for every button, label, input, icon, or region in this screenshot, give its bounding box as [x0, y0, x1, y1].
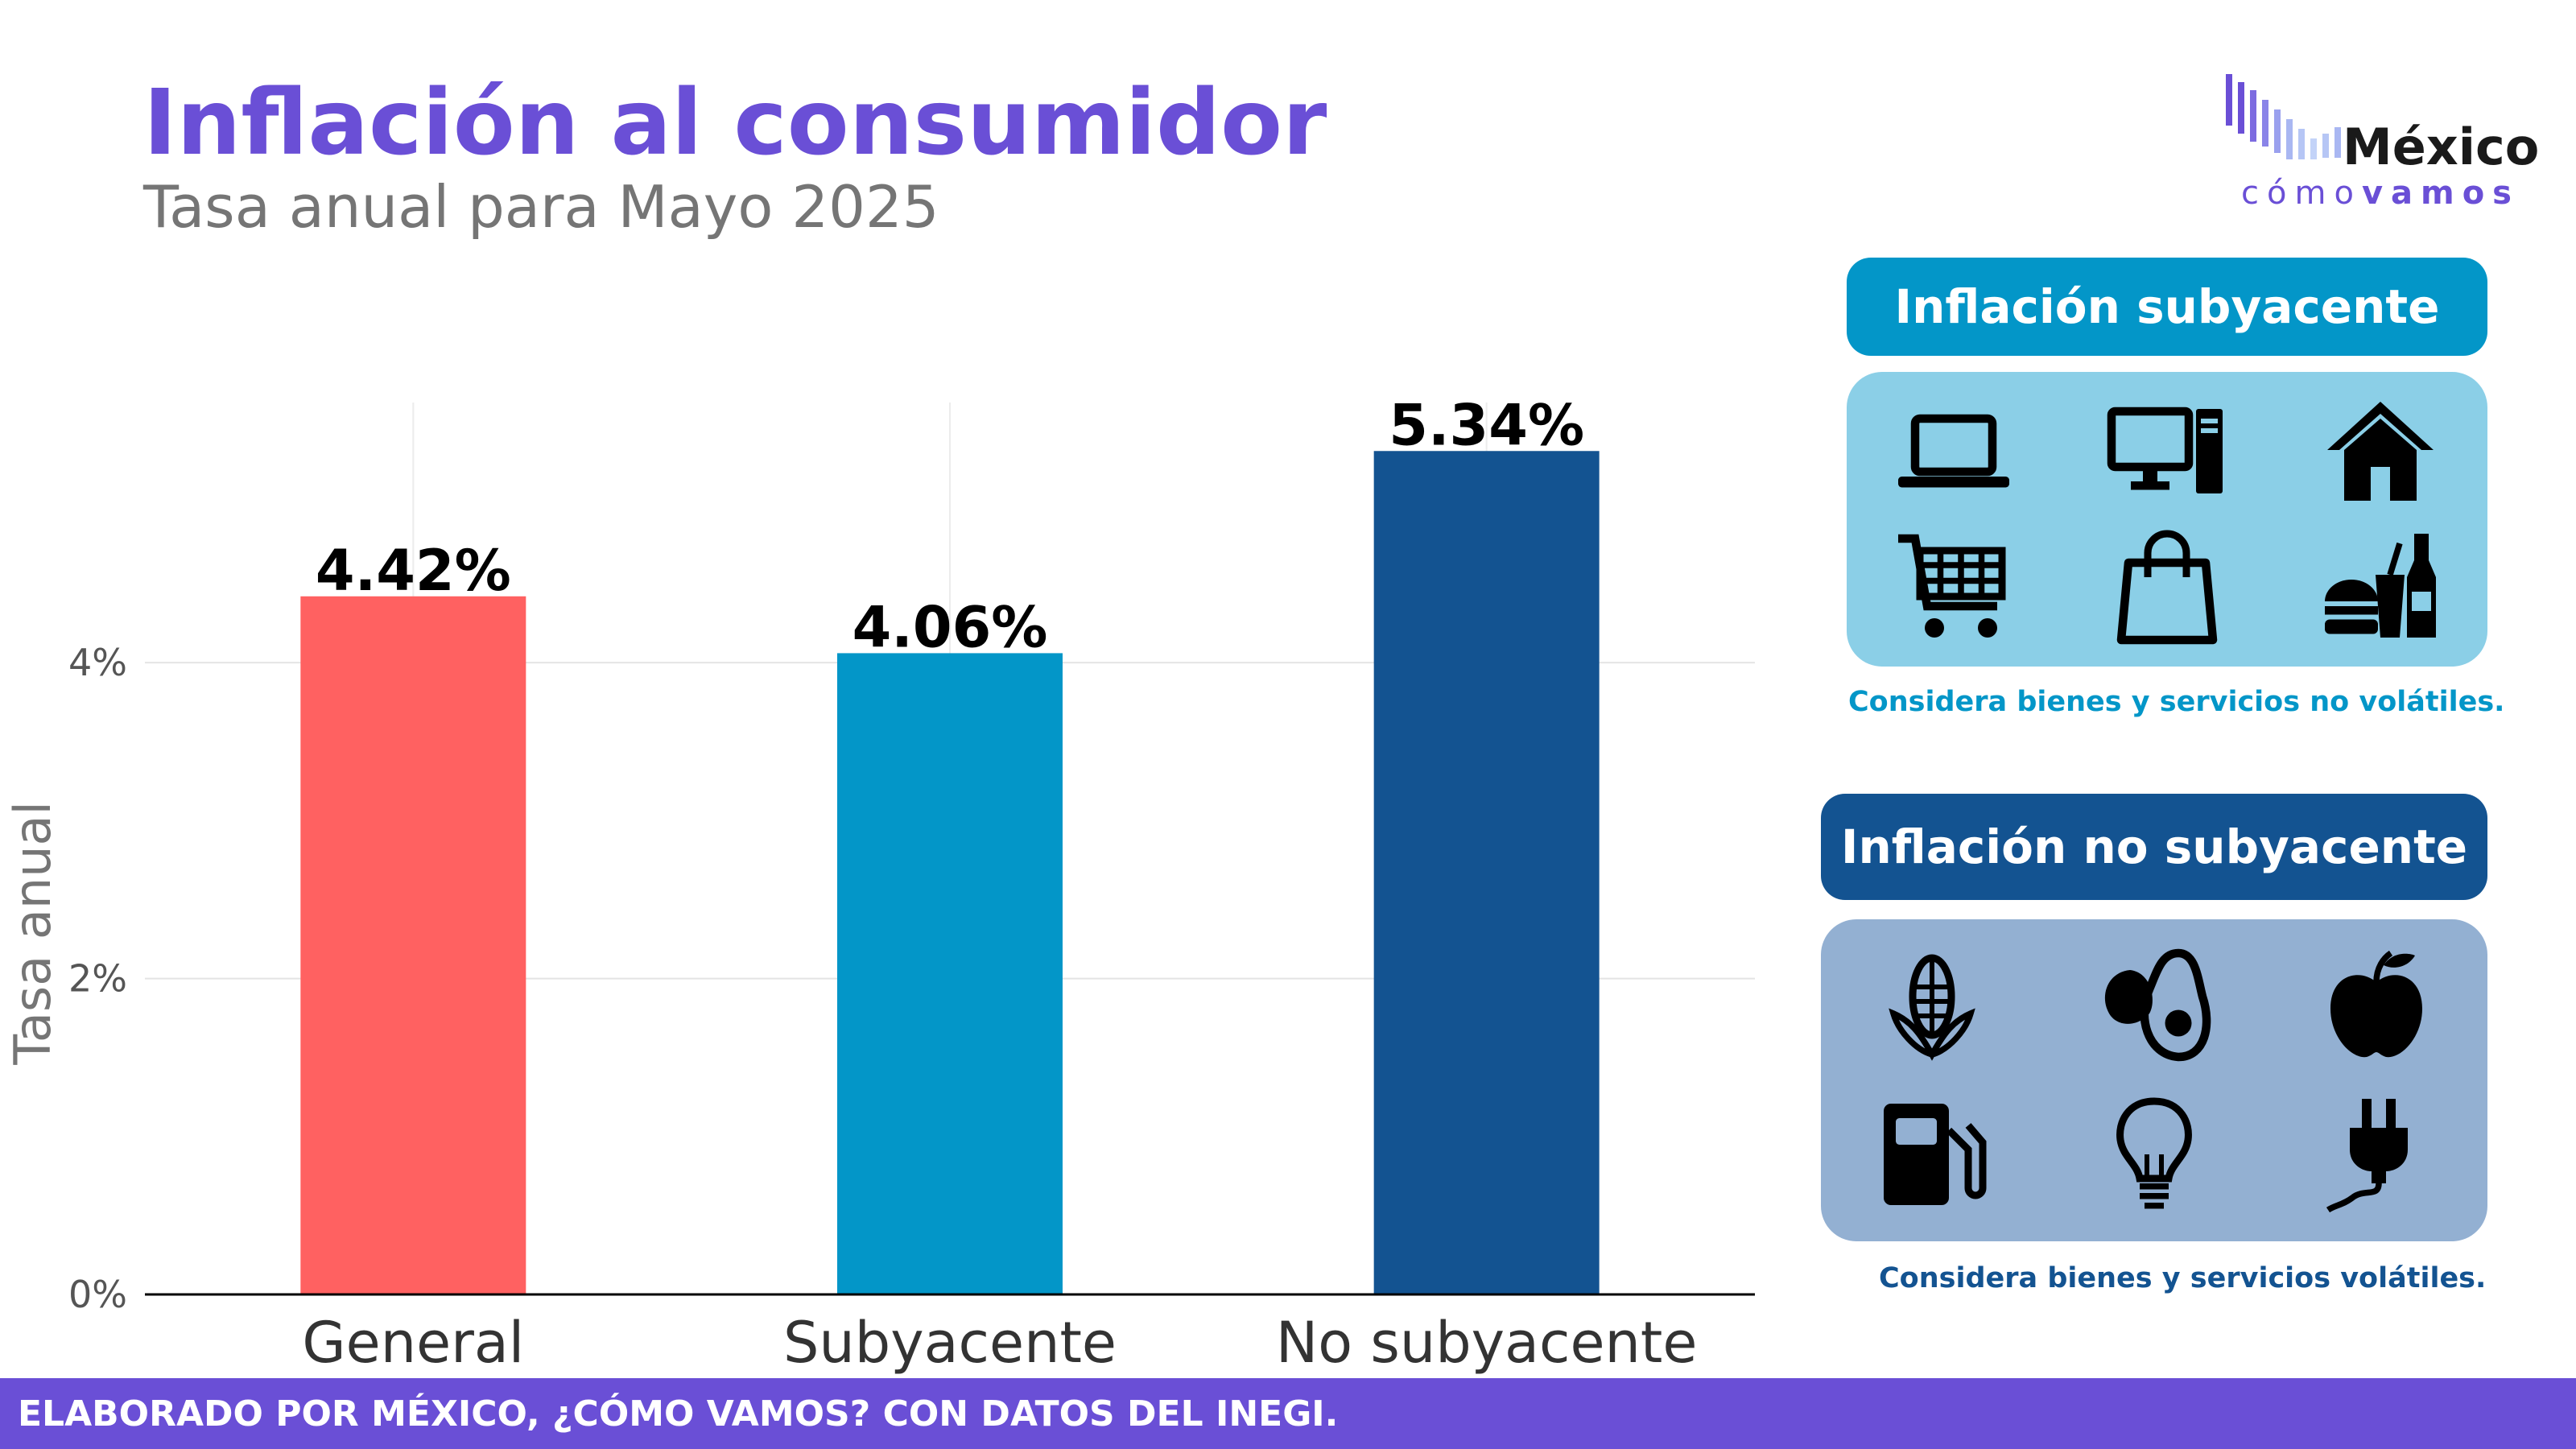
bar — [300, 596, 526, 1294]
logo-bars-icon — [2226, 74, 2341, 159]
logo-wordmark: México — [2343, 118, 2540, 176]
y-tick-label: 0% — [68, 1273, 127, 1316]
bar — [1373, 451, 1600, 1295]
bar-value-label: 5.34% — [1389, 392, 1584, 458]
y-tick-label: 4% — [68, 641, 127, 684]
core-icon-grid — [1847, 385, 2487, 654]
x-tick-label: General — [302, 1310, 524, 1376]
core-inflation-header: Inflación subyacente — [1847, 258, 2487, 356]
noncore-inflation-header: Inflación no subyacente — [1821, 794, 2487, 900]
fast-food-icon — [2325, 533, 2437, 638]
chart-title: Inflación al consumidor — [143, 71, 1327, 175]
bar-chart: 0% 2% 4% 4.42% General 4.06% Subyacente 5.34% No… — [3, 392, 1755, 1376]
y-tick-label: 2% — [68, 957, 127, 1001]
laptop-icon — [1897, 414, 2009, 487]
shopping-cart-icon — [1897, 534, 2006, 638]
light-bulb-icon — [2116, 1097, 2192, 1209]
x-tick-label: Subyacente — [783, 1310, 1117, 1376]
desktop-computer-icon — [2107, 407, 2223, 493]
bar — [837, 653, 1063, 1294]
logo-tagline: cómovamos — [2241, 175, 2520, 212]
avocado-icon — [2104, 948, 2211, 1062]
chart-subtitle: Tasa anual para Mayo 2025 — [143, 173, 939, 241]
fuel-pump-icon — [1884, 1104, 1987, 1205]
core-inflation-note: Considera bienes y servicios no volátile… — [1848, 686, 2505, 718]
noncore-inflation-note: Considera bienes y servicios volátiles. — [1879, 1262, 2487, 1294]
house-icon — [2327, 401, 2434, 501]
apple-icon — [2330, 950, 2422, 1058]
electric-plug-icon — [2326, 1099, 2408, 1213]
corn-icon — [1889, 954, 1975, 1061]
logo: México cómovamos — [2222, 72, 2539, 212]
y-axis-title: Tasa anual — [3, 801, 62, 1065]
source-footer: ELABORADO POR MÉXICO, ¿CÓMO VAMOS? CON D… — [0, 1378, 2576, 1449]
x-tick-label: No subyacente — [1276, 1310, 1697, 1376]
bar-value-label: 4.06% — [852, 594, 1048, 660]
noncore-icon-grid — [1821, 932, 2487, 1228]
shopping-bag-icon — [2116, 530, 2218, 644]
bar-value-label: 4.42% — [316, 538, 511, 604]
